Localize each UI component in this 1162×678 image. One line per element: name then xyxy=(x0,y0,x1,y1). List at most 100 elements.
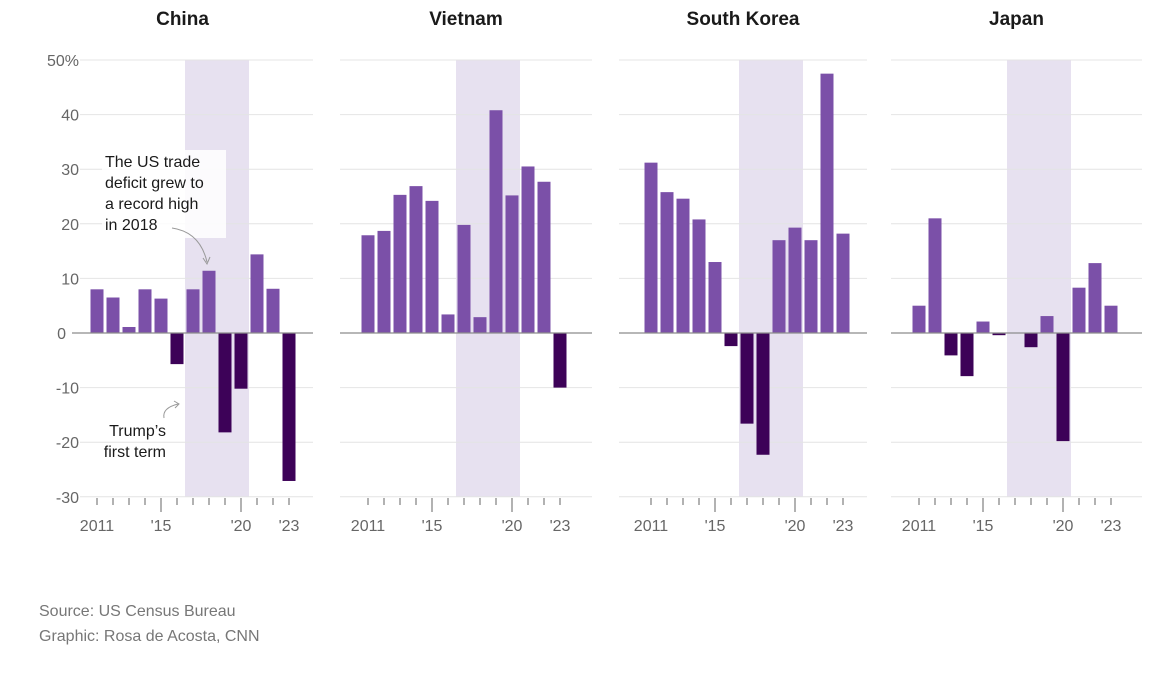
panel-vietnam: 2011 '15 '20 '23 Vietnam xyxy=(340,9,592,535)
x-tick-label: '23 xyxy=(833,518,854,535)
y-tick-label: -20 xyxy=(56,435,79,452)
y-tick-label: -30 xyxy=(56,490,79,507)
bar-2018 xyxy=(473,317,487,333)
graphic-credit: Graphic: Rosa de Acosta, CNN xyxy=(39,628,260,645)
bar-2015 xyxy=(154,298,168,333)
x-tick-label: '20 xyxy=(785,518,806,535)
bar-2017 xyxy=(740,333,754,424)
bar-2012 xyxy=(660,192,674,333)
x-tick-label: '23 xyxy=(1101,518,1122,535)
bar-2011 xyxy=(644,162,658,333)
bar-2015 xyxy=(425,200,439,333)
x-tick-label: '20 xyxy=(231,518,252,535)
panel-japan: 2011 '15 '20 '23 Japan xyxy=(891,9,1142,535)
bar-2016 xyxy=(441,314,455,333)
bar-2012 xyxy=(377,230,391,333)
x-tick-label: 2011 xyxy=(902,518,937,535)
annotation-line: Trump’s xyxy=(109,423,166,440)
bar-2021 xyxy=(804,240,818,333)
panel-china: 50% 40 30 20 10 -10 -20 -30 0 2011 '15 '20 '23 China xyxy=(47,9,313,535)
y-tick-label: 0 xyxy=(57,326,66,343)
x-tick-label: '15 xyxy=(705,518,726,535)
bar-2013 xyxy=(393,194,407,333)
x-tick-label: '15 xyxy=(973,518,994,535)
bar-2020 xyxy=(505,195,519,333)
y-tick-label: 10 xyxy=(61,271,79,288)
y-tick-label: 50% xyxy=(47,53,79,70)
source-note: Source: US Census Bureau xyxy=(39,603,236,620)
bar-2014 xyxy=(960,333,974,377)
panel-south-korea: 2011 '15 '20 '23 South Korea xyxy=(619,9,867,535)
bar-2019 xyxy=(1040,316,1054,333)
bar-2018 xyxy=(1024,333,1038,348)
annotation-arrowhead xyxy=(202,256,211,266)
bar-2021 xyxy=(521,166,535,333)
annotation-line: first term xyxy=(104,444,166,461)
bar-2015 xyxy=(976,321,990,333)
bar-2019 xyxy=(489,110,503,334)
bar-2014 xyxy=(692,219,706,333)
bar-2014 xyxy=(409,186,423,333)
x-tick-label: '15 xyxy=(422,518,443,535)
annotation-arrowhead xyxy=(173,400,180,409)
bar-2013 xyxy=(676,198,690,333)
bar-2012 xyxy=(106,297,120,333)
bar-2019 xyxy=(772,240,786,333)
annotation-line: a record high xyxy=(105,196,198,213)
annotation-trump-term: Trump’s first term xyxy=(104,400,180,461)
x-tick-label: 2011 xyxy=(80,518,115,535)
bar-2016 xyxy=(992,333,1006,336)
bar-2016 xyxy=(170,333,184,365)
bar-2017 xyxy=(457,224,471,333)
x-tick-label: '15 xyxy=(151,518,172,535)
bar-2020 xyxy=(1056,333,1070,442)
bar-2011 xyxy=(912,305,926,333)
annotation-line: in 2018 xyxy=(105,217,158,234)
x-tick-label: '20 xyxy=(1053,518,1074,535)
bar-2011 xyxy=(361,235,375,333)
x-tick-label: '23 xyxy=(279,518,300,535)
bar-2019 xyxy=(218,333,232,433)
x-tick-label: '23 xyxy=(550,518,571,535)
bar-2014 xyxy=(138,289,152,333)
bar-2022 xyxy=(820,73,834,334)
annotation-line: deficit grew to xyxy=(105,175,204,192)
bar-2020 xyxy=(788,227,802,333)
bar-2022 xyxy=(537,181,551,333)
panel-title: Japan xyxy=(989,9,1044,30)
panel-title: China xyxy=(156,9,209,30)
bar-2023 xyxy=(553,333,567,388)
bar-2012 xyxy=(928,218,942,333)
y-tick-label: 20 xyxy=(61,217,79,234)
bar-2020 xyxy=(234,333,248,389)
panel-title: Vietnam xyxy=(429,9,503,30)
annotation-line: The US trade xyxy=(105,154,200,171)
bar-2018 xyxy=(202,270,216,333)
annotation-arrow xyxy=(163,403,179,419)
bar-2021 xyxy=(1072,287,1086,333)
y-tick-label: -10 xyxy=(56,381,79,398)
bar-2016 xyxy=(724,333,738,347)
bar-2023 xyxy=(836,233,850,333)
bar-2017 xyxy=(186,289,200,333)
bar-2023 xyxy=(282,333,296,481)
bar-2022 xyxy=(266,288,280,333)
bar-2013 xyxy=(944,333,958,356)
bar-2023 xyxy=(1104,305,1118,333)
x-tick-label: '20 xyxy=(502,518,523,535)
x-tick-label: 2011 xyxy=(351,518,386,535)
annotation-arrow xyxy=(171,227,208,263)
panel-title: South Korea xyxy=(687,9,800,30)
annotations: The US trade deficit grew to a record hi… xyxy=(102,150,226,461)
bar-2021 xyxy=(250,254,264,333)
y-tick-label: 40 xyxy=(61,108,79,125)
bar-2011 xyxy=(90,289,104,333)
bar-2022 xyxy=(1088,263,1102,333)
bar-2015 xyxy=(708,262,722,333)
bar-2018 xyxy=(756,333,770,455)
x-tick-label: 2011 xyxy=(634,518,669,535)
bar-2013 xyxy=(122,326,136,333)
annotation-record-high: The US trade deficit grew to a record hi… xyxy=(102,150,226,266)
y-tick-label: 30 xyxy=(61,162,79,179)
